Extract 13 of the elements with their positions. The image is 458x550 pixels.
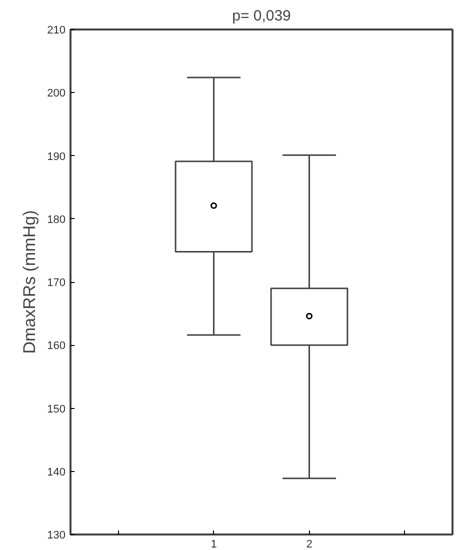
y-tick-label: 130 [47,530,66,542]
y-tick-label: 170 [47,277,66,289]
y-axis-title: DmaxRRs (mmHg) [20,210,40,354]
y-tick-label: 200 [47,88,66,100]
y-tick-label: 210 [47,24,66,36]
y-tick-label: 150 [47,403,66,416]
y-tick-label: 180 [47,214,66,226]
x-tick-label: 1 [210,538,217,550]
y-tick-label: 190 [47,150,66,163]
y-tick-label: 140 [47,466,66,478]
y-tick-label: 160 [47,340,66,352]
chart-title: p= 0,039 [232,8,291,24]
x-tick-label: 2 [306,538,312,550]
